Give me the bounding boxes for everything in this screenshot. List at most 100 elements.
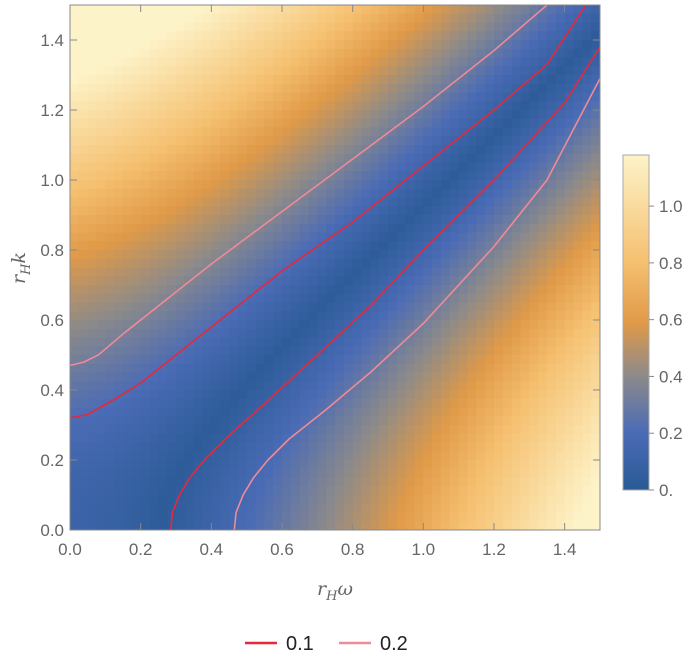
heatmap-cell: [467, 407, 477, 417]
heatmap-cell: [193, 451, 204, 461]
heatmap-cell: [432, 337, 442, 347]
heatmap-cell: [140, 136, 151, 146]
heatmap-cell: [432, 250, 442, 260]
heatmap-cell: [211, 293, 221, 304]
heatmap-cell: [229, 486, 239, 496]
heatmap-cell: [184, 477, 195, 487]
heatmap-cell: [308, 381, 318, 391]
heatmap-cell: [449, 92, 460, 102]
heatmap-cell: [290, 75, 301, 85]
heatmap-cell: [582, 66, 592, 76]
heatmap-cell: [414, 241, 424, 251]
heatmap-cell: [96, 223, 106, 234]
heatmap-cell: [547, 5, 557, 15]
heatmap-cell: [114, 390, 124, 400]
heatmap-cell: [255, 285, 265, 295]
heatmap-cell: [202, 355, 212, 365]
heatmap-cell: [432, 197, 442, 207]
heatmap-cell: [229, 5, 239, 15]
heatmap-cell: [273, 223, 283, 234]
heatmap-cell: [379, 451, 389, 461]
heatmap-cell: [494, 346, 504, 356]
heatmap-cell: [573, 83, 583, 94]
heatmap-cell: [184, 293, 195, 304]
heatmap-cell: [529, 188, 539, 199]
heatmap-cell: [423, 460, 433, 470]
heatmap-cell: [379, 57, 389, 67]
heatmap-cell: [264, 188, 274, 199]
heatmap-cell: [78, 407, 89, 417]
heatmap-cell: [96, 337, 106, 347]
heatmap-cell: [105, 223, 115, 234]
heatmap-cell: [520, 512, 530, 522]
heatmap-cell: [458, 250, 469, 260]
heatmap-cell: [564, 486, 575, 496]
heatmap-cell: [494, 83, 504, 94]
heatmap-cell: [520, 258, 530, 269]
heatmap-cell: [458, 40, 469, 50]
heatmap-cell: [441, 460, 451, 470]
heatmap-cell: [193, 503, 204, 514]
heatmap-cell: [538, 451, 548, 461]
heatmap-cell: [343, 66, 354, 76]
heatmap-cell: [299, 22, 310, 32]
heatmap-cell: [529, 381, 539, 391]
heatmap-cell: [502, 197, 513, 207]
heatmap-cell: [273, 127, 283, 137]
heatmap-cell: [167, 136, 177, 146]
heatmap-cell: [290, 162, 301, 172]
heatmap-cell: [414, 258, 424, 269]
heatmap-cell: [458, 311, 469, 321]
heatmap-cell: [361, 267, 371, 277]
heatmap-cell: [317, 101, 327, 111]
heatmap-cell: [388, 66, 398, 76]
heatmap-cell: [326, 136, 336, 146]
heatmap-cell: [87, 83, 98, 94]
heatmap-cell: [458, 5, 469, 15]
heatmap-cell: [432, 162, 442, 172]
heatmap-cell: [449, 355, 460, 365]
x-axis-title-base: r: [317, 578, 328, 600]
heatmap-cell: [114, 75, 124, 85]
heatmap-cell: [529, 267, 539, 277]
heatmap-cell: [299, 390, 310, 400]
heatmap-cell: [246, 110, 257, 120]
heatmap-cell: [441, 241, 451, 251]
heatmap-cell: [494, 75, 504, 85]
heatmap-cell: [220, 433, 230, 444]
heatmap-cell: [582, 40, 592, 50]
heatmap-cell: [229, 223, 239, 234]
heatmap-cell: [352, 75, 363, 85]
heatmap-cell: [538, 66, 548, 76]
heatmap-cell: [494, 328, 504, 339]
heatmap-cell: [87, 486, 98, 496]
heatmap-cell: [414, 372, 424, 382]
heatmap-cell: [282, 285, 292, 295]
heatmap-cell: [449, 311, 460, 321]
heatmap-cell: [361, 75, 371, 85]
heatmap-cell: [441, 311, 451, 321]
heatmap-cell: [485, 486, 495, 496]
heatmap-cell: [105, 372, 115, 382]
heatmap-cell: [123, 285, 133, 295]
heatmap-cell: [361, 57, 371, 67]
heatmap-cell: [149, 468, 159, 479]
heatmap-cell: [282, 250, 292, 260]
heatmap-cell: [282, 188, 292, 199]
heatmap-cell: [370, 477, 380, 487]
heatmap-cell: [149, 328, 159, 339]
heatmap-cell: [105, 512, 115, 522]
heatmap-cell: [220, 241, 230, 251]
heatmap-cell: [467, 425, 477, 435]
heatmap-cell: [520, 320, 530, 330]
heatmap-cell: [176, 232, 186, 242]
heatmap-cell: [273, 433, 283, 444]
heatmap-cell: [220, 416, 230, 426]
heatmap-cell: [582, 512, 592, 522]
heatmap-cell: [273, 320, 283, 330]
heatmap-cell: [167, 75, 177, 85]
heatmap-cell: [467, 66, 477, 76]
heatmap-cell: [458, 495, 469, 505]
heatmap-cell: [529, 363, 539, 374]
heatmap-cell: [564, 442, 575, 452]
